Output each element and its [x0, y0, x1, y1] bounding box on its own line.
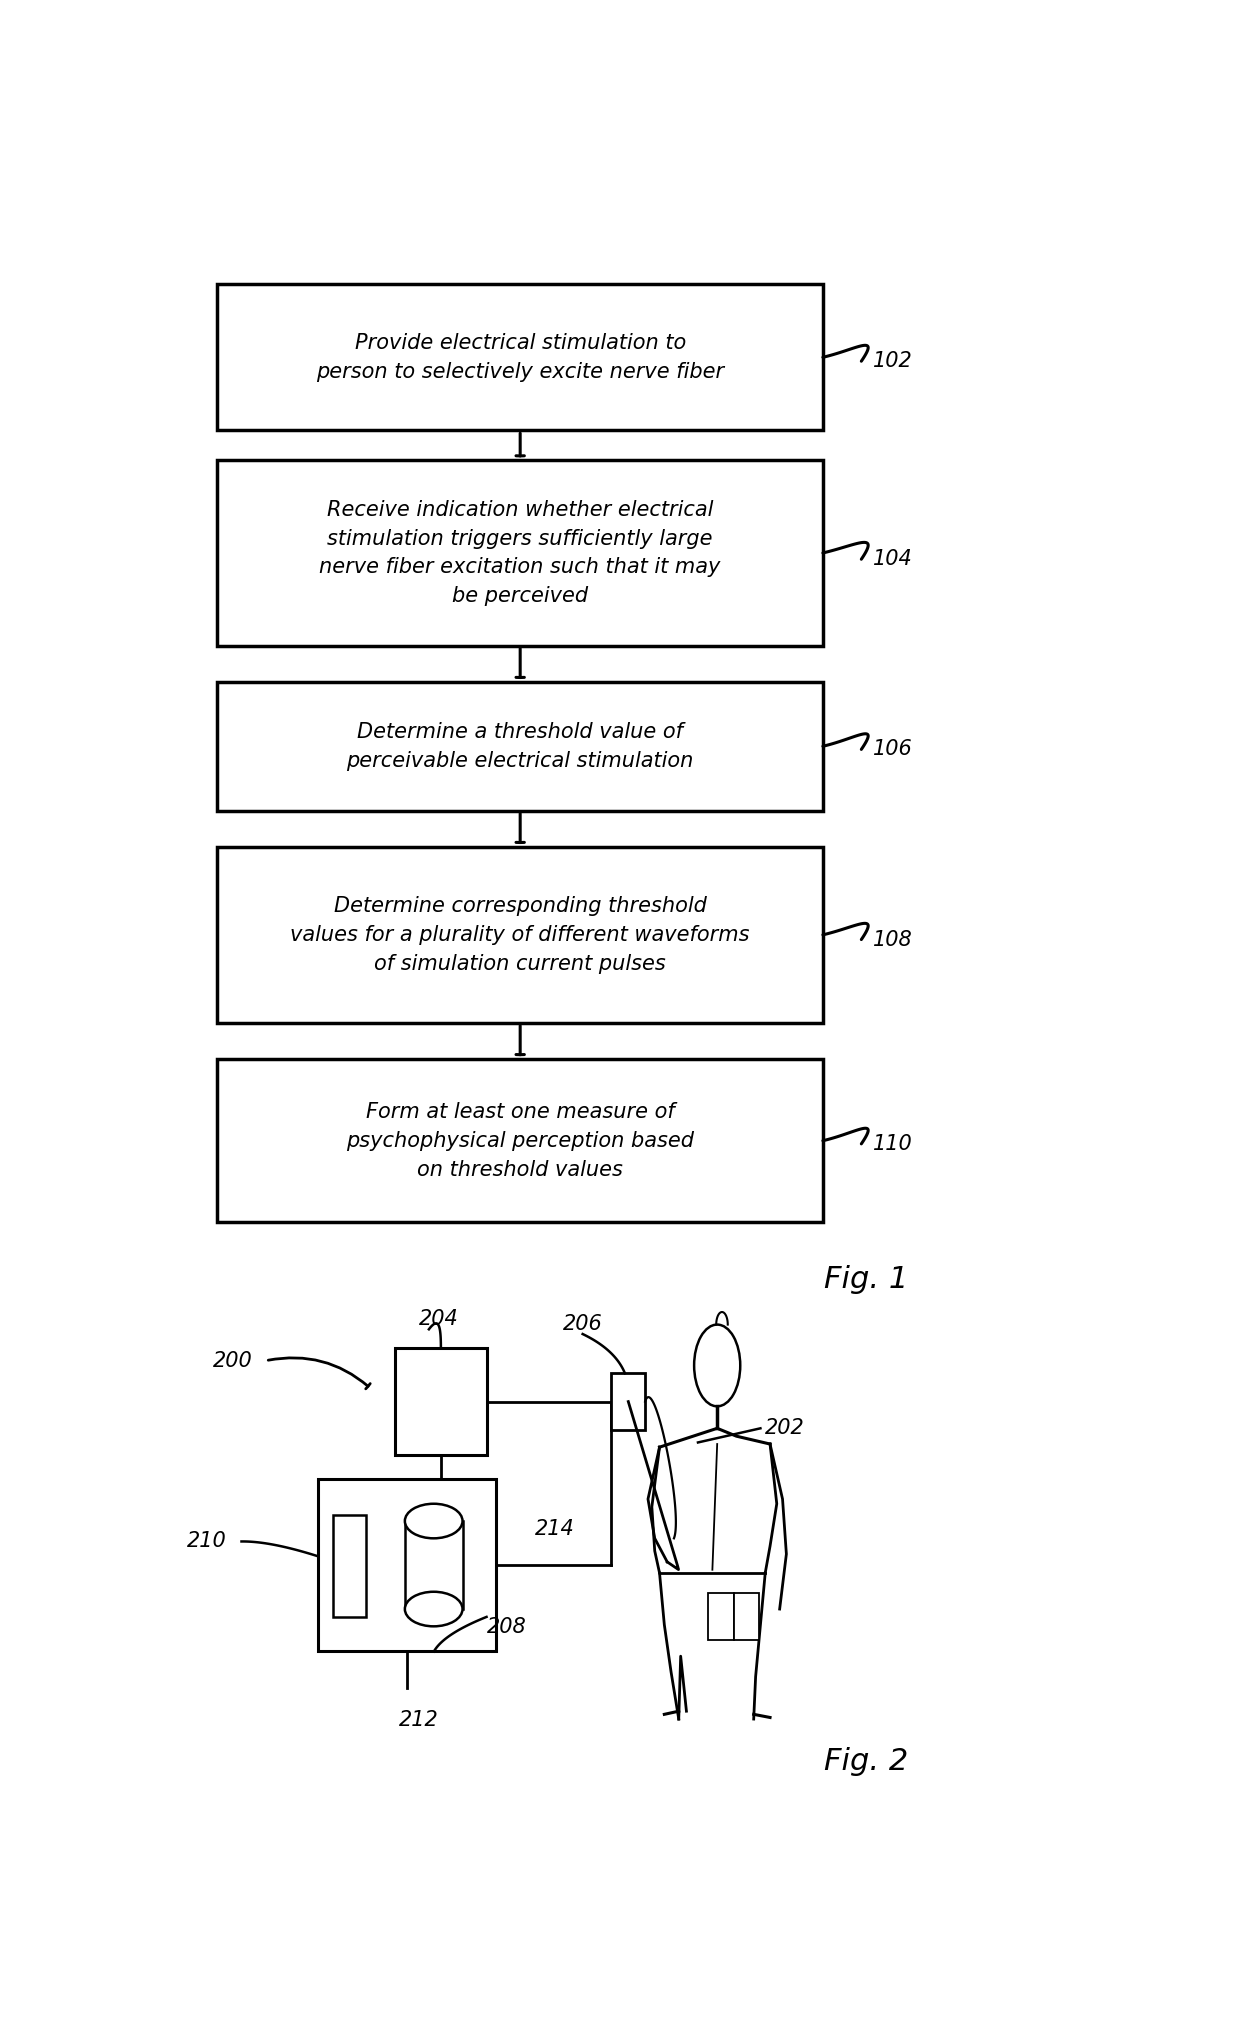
Text: 206: 206 [563, 1314, 603, 1335]
FancyBboxPatch shape [217, 682, 823, 810]
FancyBboxPatch shape [217, 847, 823, 1023]
Text: 214: 214 [534, 1519, 574, 1539]
Text: 200: 200 [213, 1351, 253, 1372]
Text: Fig. 1: Fig. 1 [825, 1265, 908, 1294]
Text: 202: 202 [765, 1418, 805, 1439]
Bar [319, 1478, 496, 1651]
Text: 102: 102 [873, 351, 913, 371]
Text: Form at least one measure of
psychophysical perception based
on threshold values: Form at least one measure of psychophysi… [346, 1102, 694, 1180]
Text: Receive indication whether electrical
stimulation triggers sufficiently large
ne: Receive indication whether electrical st… [320, 500, 720, 606]
Text: Fig. 2: Fig. 2 [825, 1747, 908, 1776]
Text: 210: 210 [187, 1531, 227, 1551]
Ellipse shape [405, 1504, 463, 1539]
Text: 106: 106 [873, 739, 913, 759]
Bar [734, 1594, 759, 1641]
Bar [396, 1349, 486, 1455]
Text: Determine corresponding threshold
values for a plurality of different waveforms
: Determine corresponding threshold values… [290, 896, 750, 974]
Text: 110: 110 [873, 1135, 913, 1153]
Ellipse shape [405, 1592, 463, 1627]
FancyBboxPatch shape [217, 284, 823, 431]
Bar [708, 1594, 734, 1641]
Text: 204: 204 [419, 1310, 459, 1329]
Bar [332, 1514, 367, 1616]
Bar [404, 1521, 463, 1608]
Text: 212: 212 [399, 1710, 439, 1729]
Text: Provide electrical stimulation to
person to selectively excite nerve fiber: Provide electrical stimulation to person… [316, 333, 724, 382]
FancyBboxPatch shape [217, 459, 823, 645]
Text: 104: 104 [873, 549, 913, 569]
FancyBboxPatch shape [217, 1059, 823, 1223]
Text: Determine a threshold value of
perceivable electrical stimulation: Determine a threshold value of perceivab… [346, 723, 694, 771]
Bar [611, 1374, 645, 1431]
Text: 108: 108 [873, 929, 913, 949]
Text: 208: 208 [486, 1616, 526, 1637]
